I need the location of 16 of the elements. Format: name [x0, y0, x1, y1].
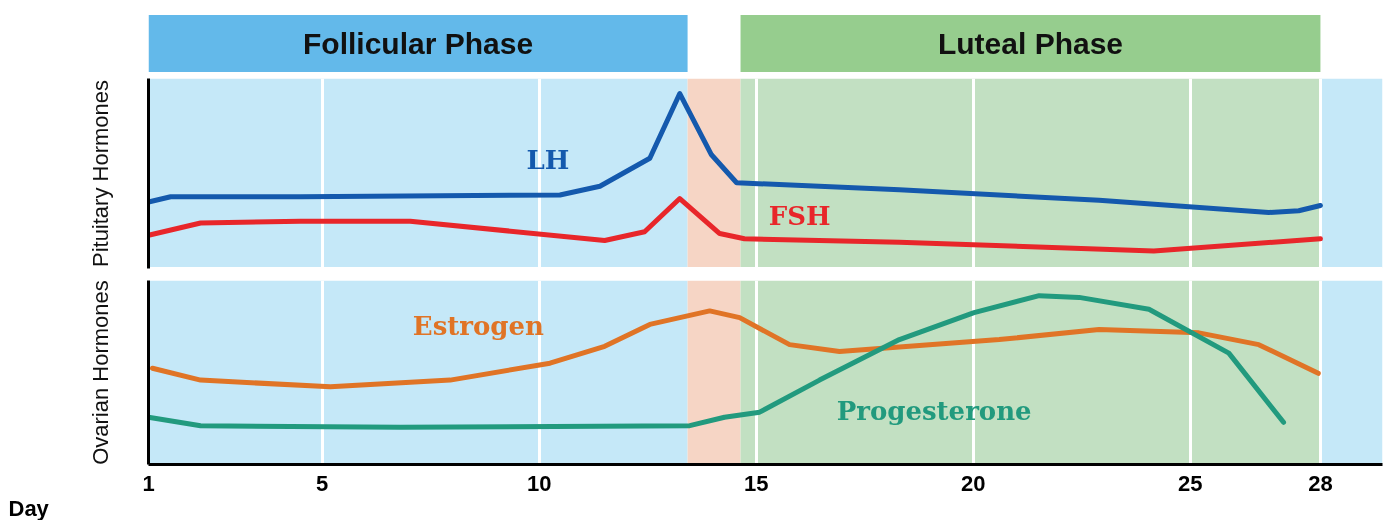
series-label: Progesterone: [836, 396, 1032, 427]
x-tick-label: 20: [960, 470, 986, 496]
band-label: Luteal Phase: [937, 27, 1124, 61]
x-tick-label: 28: [1308, 470, 1333, 496]
x-tick-label: 15: [743, 470, 769, 496]
band-label: Follicular Phase: [303, 27, 534, 61]
x-axis-title: Day: [8, 495, 50, 521]
x-tick-label: 10: [526, 470, 552, 496]
series-label: Estrogen: [412, 311, 545, 342]
x-tick-label: 5: [316, 470, 329, 496]
series-label: FSH: [768, 200, 831, 231]
y-axis-title: Pituitary Hormones: [87, 79, 113, 268]
series-label: LH: [526, 145, 570, 176]
x-tick-label: 25: [1177, 470, 1203, 496]
x-tick-label: 1: [142, 470, 155, 496]
y-axis-title: Ovarian Hormones: [87, 280, 113, 465]
